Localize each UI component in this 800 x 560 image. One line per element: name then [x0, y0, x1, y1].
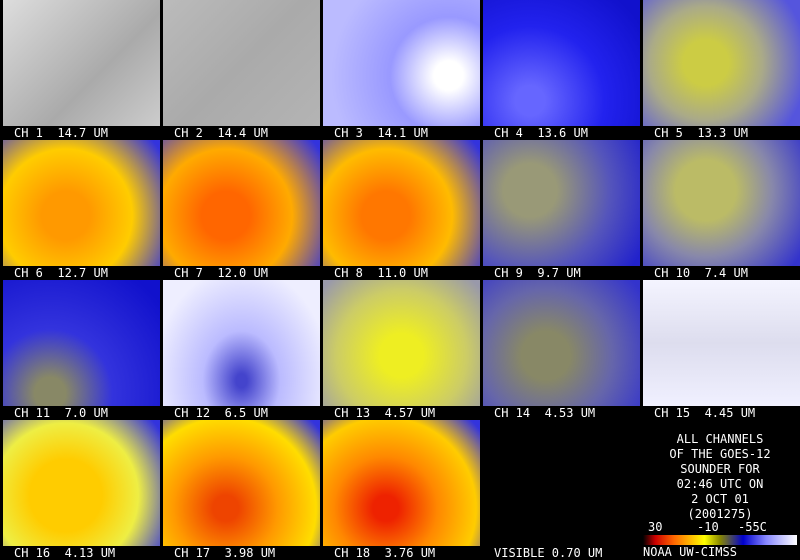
satellite-image	[3, 280, 160, 406]
satellite-image	[643, 280, 800, 406]
panel: CH 16 4.13 UM	[0, 420, 160, 560]
panel-label: CH 17 3.98 UM	[174, 546, 276, 560]
satellite-image	[483, 0, 640, 126]
panel: CH 10 7.4 UM	[640, 140, 800, 280]
panel: CH 6 12.7 UM	[0, 140, 160, 280]
panel-label: CH 6 12.7 UM	[14, 266, 108, 280]
panel-label: CH 10 7.4 UM	[654, 266, 748, 280]
panel-label: CH 14 4.53 UM	[494, 406, 596, 420]
panel: CH 7 12.0 UM	[160, 140, 320, 280]
panel-label: CH 15 4.45 UM	[654, 406, 756, 420]
info-line: 2 OCT 01	[691, 492, 749, 506]
panel: CH 13 4.57 UM	[320, 280, 480, 420]
panel: CH 17 3.98 UM	[160, 420, 320, 560]
panel-label: CH 11 7.0 UM	[14, 406, 108, 420]
scale-label: 30	[648, 520, 663, 534]
satellite-image	[163, 0, 320, 126]
panel-label: CH 16 4.13 UM	[14, 546, 116, 560]
panel-label: CH 5 13.3 UM	[654, 126, 748, 140]
satellite-image	[3, 420, 160, 546]
panel: CH 11 7.0 UM	[0, 280, 160, 420]
panel-label: CH 13 4.57 UM	[334, 406, 436, 420]
panel: CH 14 4.53 UM	[480, 280, 640, 420]
info-line: OF THE GOES-12	[669, 447, 771, 461]
satellite-image	[163, 280, 320, 406]
scale-label: -10	[697, 520, 719, 534]
scale-label: -55C	[738, 520, 767, 534]
panel-label: CH 2 14.4 UM	[174, 126, 268, 140]
panel-label: CH 12 6.5 UM	[174, 406, 268, 420]
satellite-image	[163, 420, 320, 546]
satellite-image	[483, 420, 640, 546]
satellite-image	[483, 140, 640, 266]
panel-label: CH 8 11.0 UM	[334, 266, 428, 280]
color-bar	[643, 535, 797, 545]
panel: CH 4 13.6 UM	[480, 0, 640, 140]
info-line: 02:46 UTC ON	[676, 477, 764, 491]
panel: CH 1 14.7 UM	[0, 0, 160, 140]
satellite-image	[3, 140, 160, 266]
satellite-image	[323, 0, 480, 126]
satellite-image	[323, 140, 480, 266]
info-text: ALL CHANNELS OF THE GOES-12 SOUNDER FOR 02:…	[640, 432, 800, 522]
panel-label: CH 9 9.7 UM	[494, 266, 581, 280]
panel-label: VISIBLE 0.70 UM	[494, 546, 603, 560]
panel-label: CH 7 12.0 UM	[174, 266, 268, 280]
panel: CH 3 14.1 UM	[320, 0, 480, 140]
satellite-image	[323, 280, 480, 406]
panel: CH 9 9.7 UM	[480, 140, 640, 280]
panel: CH 18 3.76 UM	[320, 420, 480, 560]
info-line: SOUNDER FOR	[680, 462, 760, 476]
panel-label: CH 1 14.7 UM	[14, 126, 108, 140]
info-line: ALL CHANNELS	[676, 432, 764, 446]
panel: VISIBLE 0.70 UM	[480, 420, 640, 560]
satellite-image	[643, 140, 800, 266]
satellite-image	[323, 420, 480, 546]
panel: CH 12 6.5 UM	[160, 280, 320, 420]
info-line: (2001275)	[687, 507, 753, 521]
panel: CH 2 14.4 UM	[160, 0, 320, 140]
panel: CH 15 4.45 UM	[640, 280, 800, 420]
panel-label: CH 18 3.76 UM	[334, 546, 436, 560]
credit: NOAA UW-CIMSS	[643, 545, 737, 559]
satellite-image	[643, 0, 800, 126]
satellite-image	[3, 0, 160, 126]
panel-label: CH 3 14.1 UM	[334, 126, 428, 140]
panel: CH 8 11.0 UM	[320, 140, 480, 280]
satellite-image	[483, 280, 640, 406]
satellite-image	[163, 140, 320, 266]
panel: CH 5 13.3 UM	[640, 0, 800, 140]
panel-label: CH 4 13.6 UM	[494, 126, 588, 140]
